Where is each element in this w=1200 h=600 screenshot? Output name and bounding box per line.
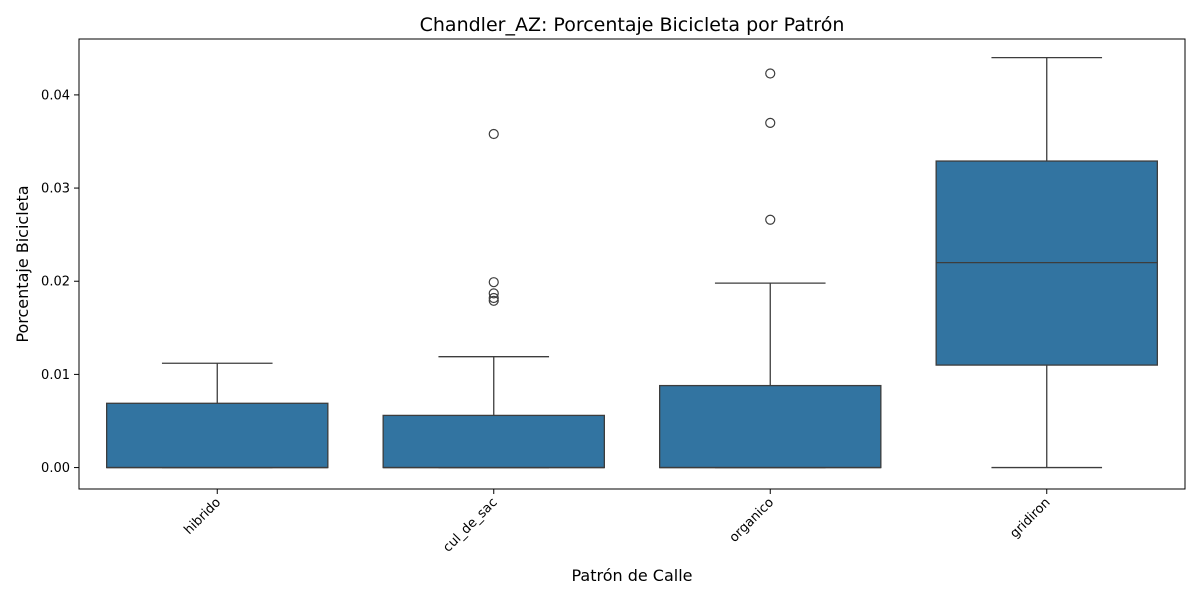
y-tick-label: 0.04 [41,88,70,103]
y-tick-label: 0.01 [41,368,70,383]
box-group-hibrido [106,362,329,469]
outlier-point [488,128,499,140]
y-tick-label: 0.02 [41,275,70,290]
box-iqr [106,402,329,469]
outlier-point [488,295,499,306]
y-axis: 0.00 0.01 0.02 0.03 0.04 [41,88,79,476]
x-axis-title: Patrón de Calle [571,566,692,585]
plot-area [106,56,1159,469]
outlier-point [488,292,499,304]
box-group-organico [659,68,882,469]
outlier-point [765,117,776,128]
box-iqr [382,414,605,469]
box-group-cul_de_sac [382,128,605,469]
box-group-gridiron [935,56,1159,469]
outlier-point [488,288,499,299]
outlier-point [765,68,776,79]
y-tick-label: 0.03 [41,182,70,197]
chart-title: Chandler_AZ: Porcentaje Bicicleta por Pa… [420,14,845,36]
box-iqr [659,384,882,469]
y-axis-title: Porcentaje Bicicleta [13,185,32,342]
y-tick-label: 0.00 [41,461,70,476]
outlier-point [488,277,499,288]
plot-frame [78,38,1186,490]
outlier-point [765,214,776,225]
